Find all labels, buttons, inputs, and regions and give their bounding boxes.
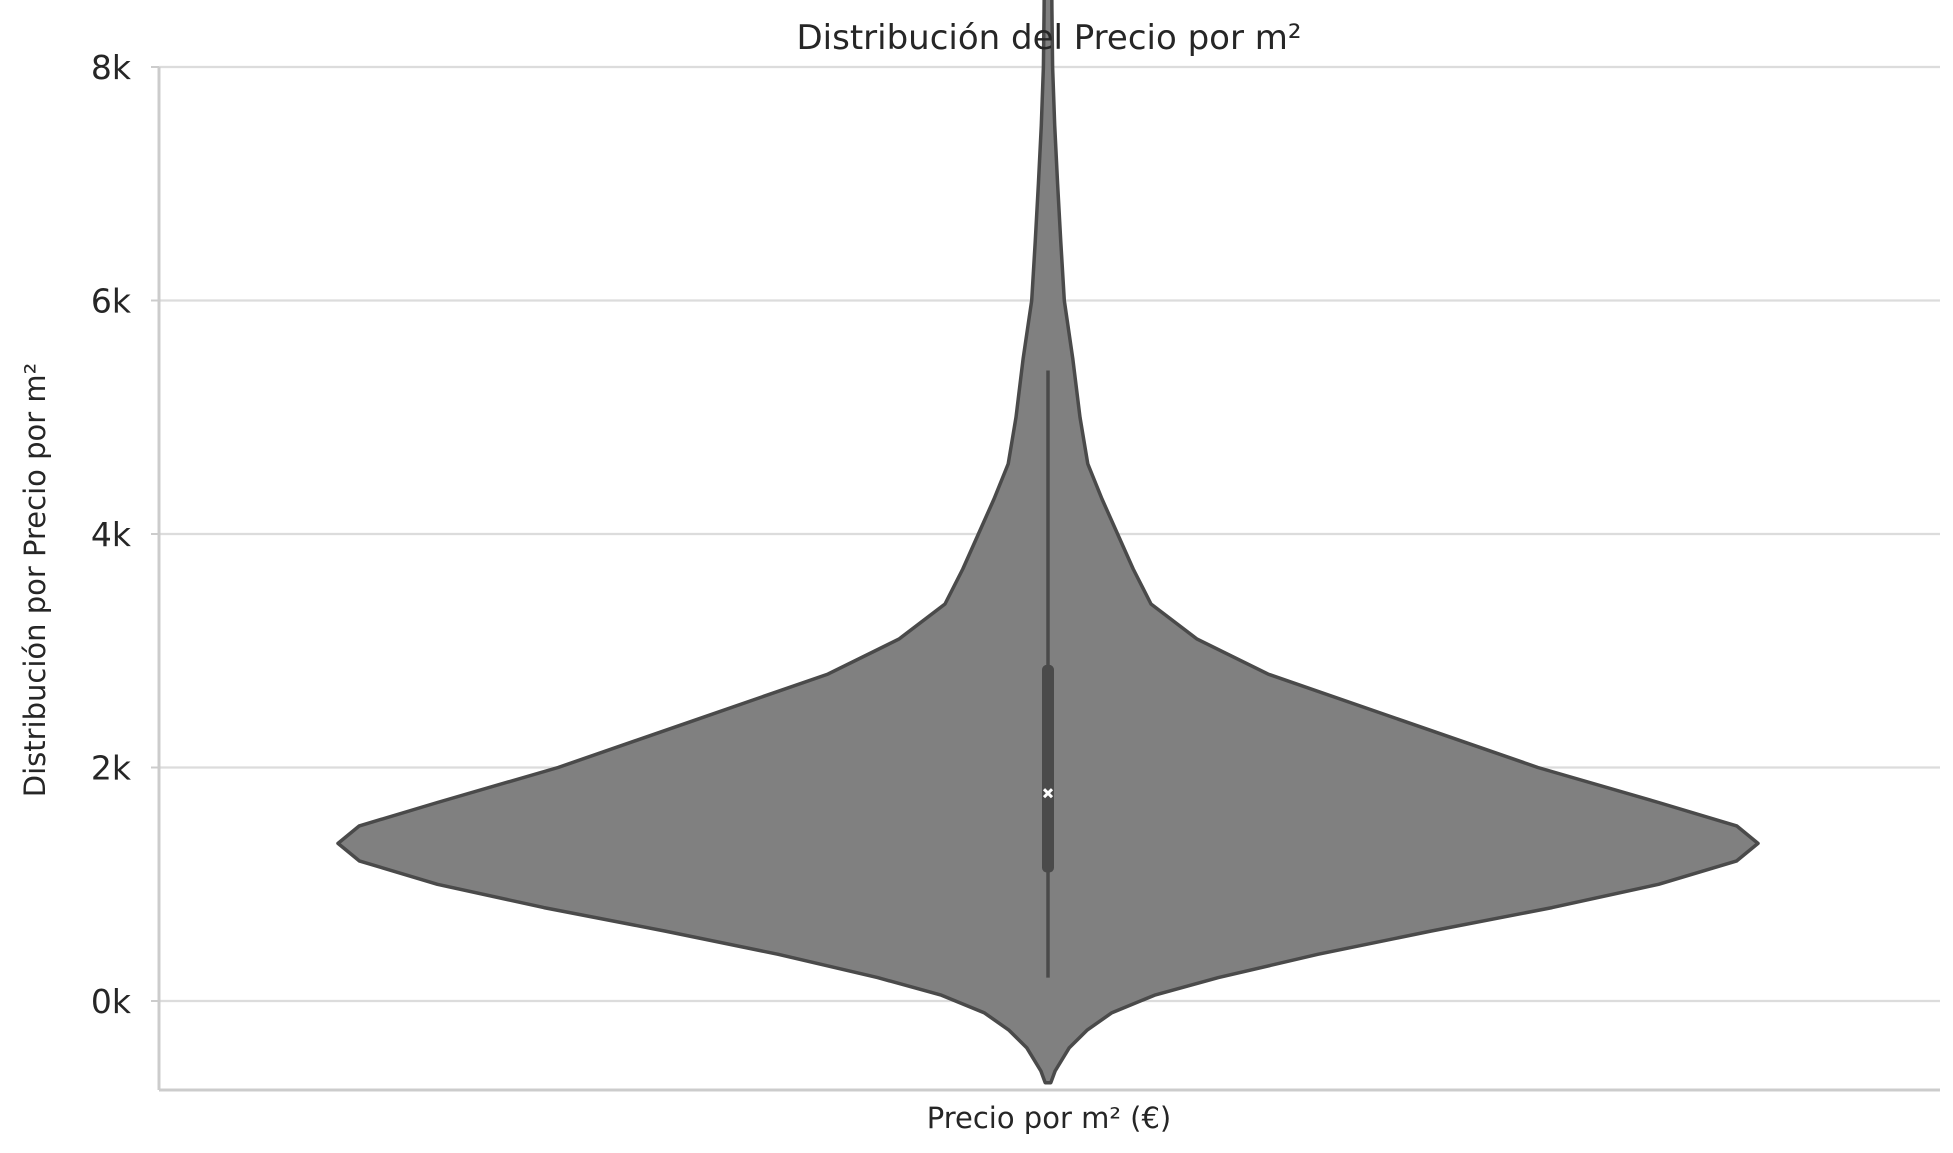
y-tick-label: 8k: [91, 48, 132, 87]
median-mark: [1042, 788, 1054, 799]
chart-title: Distribución del Precio por m²: [796, 18, 1301, 58]
y-tick-label: 0k: [91, 982, 132, 1021]
y-axis-label: Distribución por Precio por m²: [18, 363, 52, 798]
median-marker: [1042, 788, 1054, 799]
y-tick-label: 2k: [91, 749, 132, 788]
y-tick-labels: 0k2k4k6k8k10k12k14k16k: [91, 48, 159, 1021]
y-tick-label: 4k: [91, 515, 132, 554]
iqr-box: [1042, 664, 1054, 873]
x-axis-label: Precio por m² (€): [927, 1101, 1172, 1135]
y-tick-label: 6k: [91, 282, 132, 321]
